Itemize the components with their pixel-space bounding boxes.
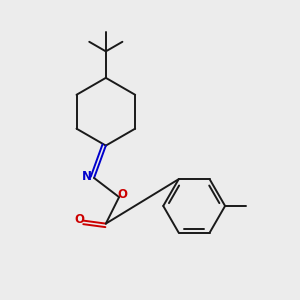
- Text: O: O: [74, 213, 84, 226]
- Text: N: N: [82, 170, 92, 183]
- Text: O: O: [118, 188, 128, 201]
